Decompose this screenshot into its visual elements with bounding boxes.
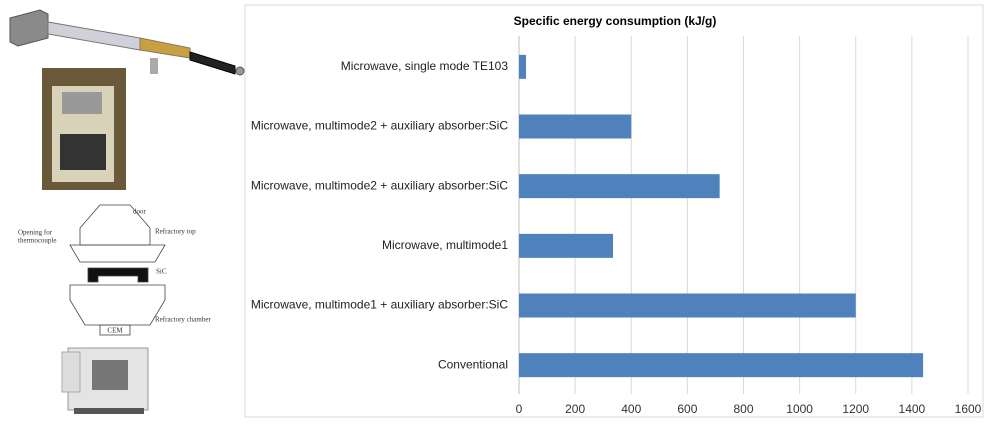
diagram-label: Refractory chamber (155, 316, 211, 324)
illustrations (9, 9, 245, 414)
x-tick-label: 200 (565, 402, 585, 416)
x-tick-label: 600 (677, 402, 697, 416)
cavity-drawing (69, 204, 166, 336)
chart-title: Specific energy consumption (kJ/g) (514, 14, 717, 28)
diagram-label: Refractory top (155, 228, 196, 236)
y-tick-label: Microwave, multimode1 (382, 238, 508, 252)
bar (519, 174, 720, 199)
y-tick-label: Microwave, multimode1 + auxiliary absorb… (251, 298, 508, 312)
x-tick-label: 1000 (786, 402, 813, 416)
diagram-label: thermocouple (18, 237, 57, 245)
y-tick-label: Microwave, single mode TE103 (341, 59, 509, 73)
microwave-photo (42, 68, 126, 190)
y-tick-label: Microwave, multimode2 + auxiliary absorb… (251, 119, 508, 133)
diagram-label: Opening for (18, 229, 53, 237)
bar (519, 293, 856, 318)
y-tick-label: Microwave, multimode2 + auxiliary absorb… (251, 178, 508, 192)
bar (519, 233, 614, 258)
diagram-label: SiC (156, 268, 167, 276)
bar (519, 353, 924, 378)
diagram-label: CEM (107, 327, 123, 335)
x-tick-label: 1600 (955, 402, 982, 416)
y-tick-label: Conventional (438, 357, 508, 371)
waveguide-drawing (9, 9, 245, 76)
x-tick-label: 1400 (899, 402, 926, 416)
chart-frame (244, 4, 984, 418)
x-tick-label: 400 (621, 402, 641, 416)
x-tick-label: 0 (516, 402, 523, 416)
diagram-label: door (133, 208, 147, 216)
furnace-photo (61, 347, 149, 414)
bar (519, 114, 632, 139)
x-tick-label: 800 (733, 402, 753, 416)
bar (519, 54, 527, 79)
x-tick-label: 1200 (842, 402, 869, 416)
